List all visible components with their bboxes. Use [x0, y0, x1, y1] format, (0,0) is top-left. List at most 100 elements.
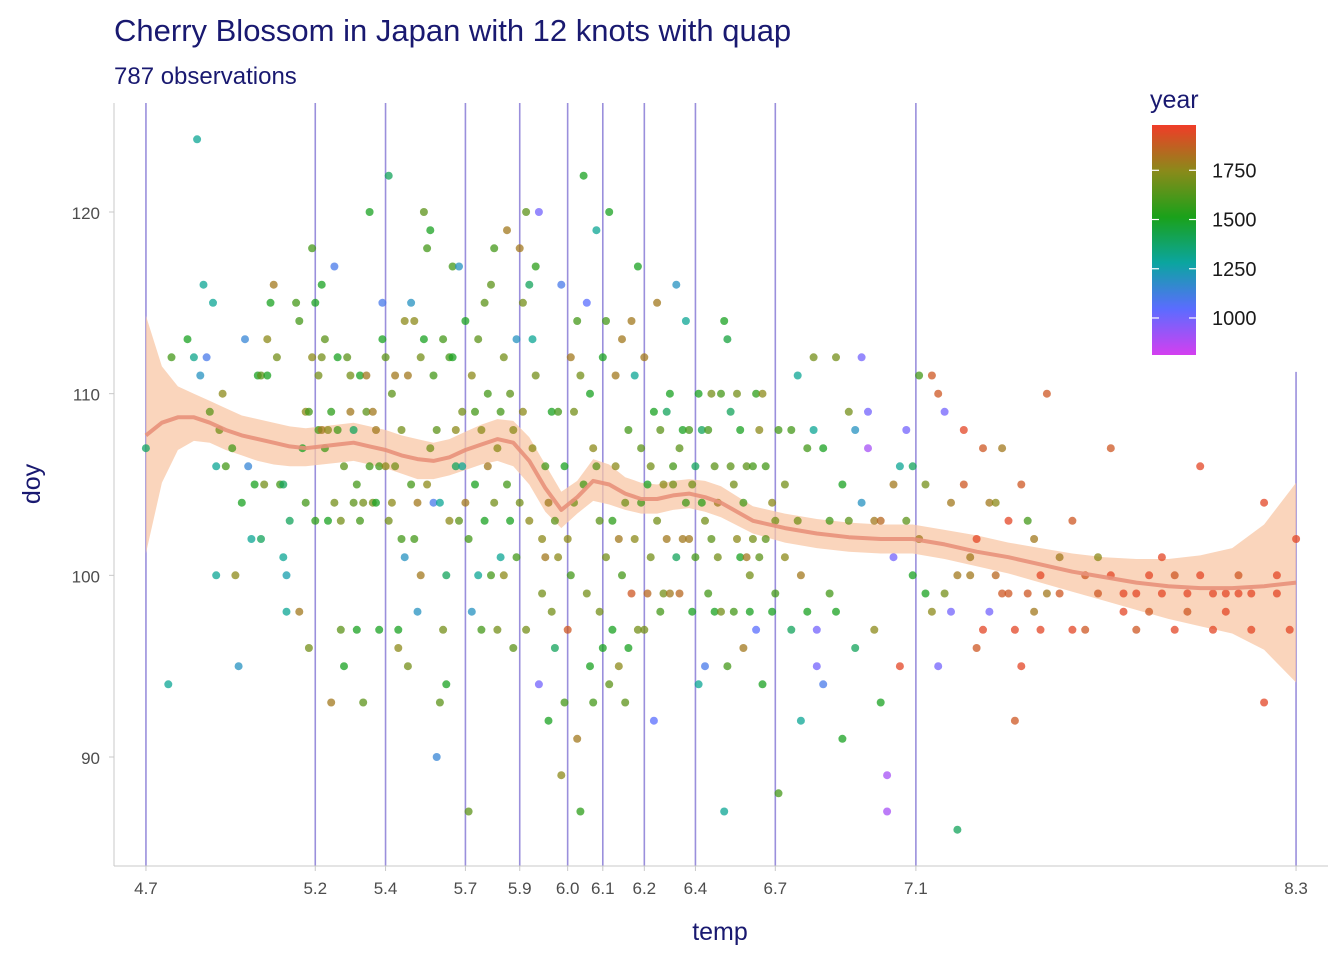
data-point [889, 480, 898, 489]
data-point [586, 662, 594, 671]
data-point [614, 662, 623, 671]
data-point [221, 462, 230, 471]
data-points [141, 135, 1301, 834]
data-point [688, 607, 697, 616]
data-point [927, 607, 936, 616]
data-point [522, 208, 531, 216]
data-point [678, 426, 687, 434]
data-point [1119, 589, 1128, 598]
data-point [864, 407, 872, 416]
data-point [665, 589, 674, 598]
data-point [384, 171, 393, 180]
x-tick-label: 5.7 [454, 879, 478, 898]
data-point [295, 607, 304, 616]
data-point [598, 644, 607, 652]
data-point [1055, 589, 1064, 598]
data-point [768, 498, 777, 507]
data-point [691, 553, 700, 562]
data-point [832, 607, 840, 616]
data-point [812, 662, 821, 671]
data-point [455, 262, 463, 271]
data-point [359, 498, 368, 507]
data-point [726, 407, 735, 416]
data-point [426, 226, 435, 235]
data-point [234, 662, 243, 671]
legend-ticks: 1750 1500 1250 1000 [1152, 160, 1257, 330]
data-point [394, 625, 403, 634]
data-point [432, 753, 441, 761]
data-point [534, 208, 543, 216]
data-point [410, 535, 419, 543]
data-point [832, 353, 840, 362]
data-point [381, 462, 390, 471]
data-point [1183, 589, 1192, 598]
data-point [979, 444, 987, 453]
data-point [330, 262, 339, 271]
data-point [934, 389, 943, 398]
data-point [308, 244, 317, 253]
data-point [451, 426, 460, 434]
data-point [461, 317, 470, 325]
data-point [1170, 625, 1179, 634]
chart-subtitle: 787 observations [114, 63, 297, 90]
data-point [1247, 589, 1256, 598]
data-point [362, 371, 371, 380]
data-point [1081, 625, 1090, 634]
data-point [573, 317, 582, 325]
data-point [1145, 571, 1154, 580]
data-point [356, 371, 364, 380]
data-point [471, 480, 479, 489]
data-point [985, 498, 994, 507]
data-point [327, 407, 336, 416]
data-point [231, 571, 240, 580]
axes [113, 103, 1328, 867]
data-point [608, 625, 617, 634]
data-point [372, 426, 380, 434]
data-point [771, 589, 780, 598]
data-point [934, 662, 943, 671]
data-point [346, 371, 355, 380]
data-point [796, 571, 805, 580]
data-point [1272, 571, 1281, 580]
data-point [726, 462, 735, 471]
data-point [1017, 480, 1026, 489]
data-point [512, 553, 521, 562]
data-point [509, 644, 518, 652]
data-point [701, 516, 709, 525]
data-point [480, 516, 489, 525]
data-point [340, 662, 348, 671]
data-point [557, 771, 566, 780]
data-point [263, 371, 272, 380]
data-point [876, 698, 885, 707]
data-point [1292, 535, 1301, 543]
data-point [330, 498, 339, 507]
data-point [745, 571, 754, 580]
data-point [566, 353, 575, 362]
data-point [579, 171, 588, 180]
data-point [531, 371, 540, 380]
data-point [720, 317, 729, 325]
data-point [506, 389, 515, 398]
data-point [522, 625, 531, 634]
data-point [717, 389, 725, 398]
data-point [493, 444, 502, 453]
smooth-curve [144, 415, 1297, 591]
data-point [324, 426, 332, 434]
data-point [921, 480, 930, 489]
data-point [378, 335, 387, 344]
data-point [518, 298, 527, 307]
data-point [547, 607, 556, 616]
data-point [1170, 571, 1179, 580]
data-point [547, 407, 556, 416]
data-point [458, 462, 467, 471]
data-point [803, 444, 812, 453]
data-point [196, 371, 205, 380]
data-point [755, 553, 764, 562]
data-point [640, 625, 649, 634]
data-point [518, 407, 527, 416]
data-point [391, 462, 400, 471]
data-point [423, 244, 432, 253]
data-point [416, 353, 425, 362]
data-point [538, 535, 547, 543]
data-point [397, 535, 406, 543]
